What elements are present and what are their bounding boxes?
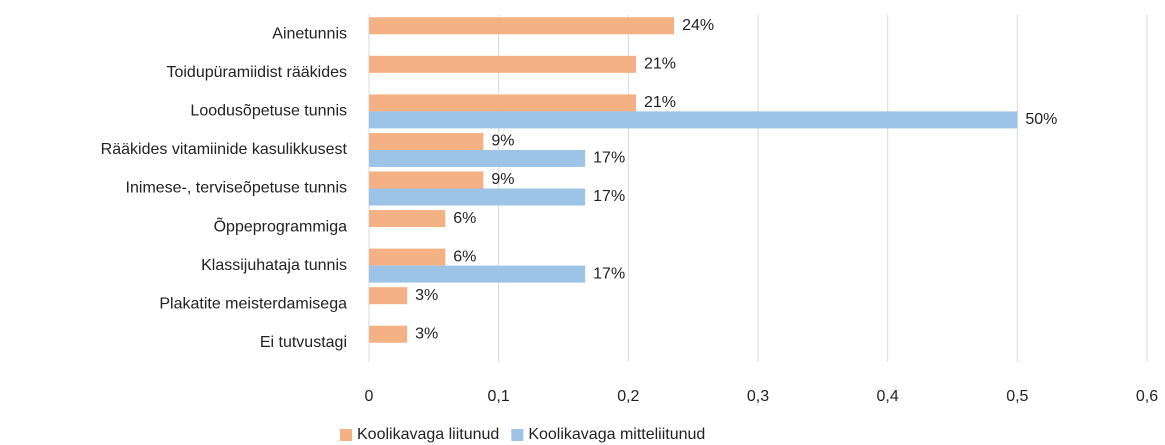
value-label: 3% (415, 287, 438, 304)
x-tick-label: 0,6 (1136, 388, 1158, 405)
bar (369, 265, 586, 283)
bar (369, 132, 484, 150)
value-label: 17% (593, 188, 625, 205)
value-label: 6% (453, 248, 476, 265)
legend-swatch (340, 429, 352, 441)
value-label: 9% (491, 171, 514, 188)
y-tick-label: Ainetunnis (272, 25, 347, 42)
legend-label: Koolikavaga mitteliitunud (528, 426, 705, 443)
bar (369, 149, 586, 167)
y-tick-label: Klassijuhataja tunnis (201, 257, 347, 274)
value-label: 21% (644, 56, 676, 73)
y-tick-label: Toidupüramiidist rääkides (166, 64, 347, 81)
y-tick-label: Plakatite meisterdamisega (159, 295, 347, 312)
value-label: 24% (682, 17, 714, 34)
bar (369, 248, 446, 266)
bar (369, 188, 586, 206)
legend-swatch (511, 429, 524, 441)
bar (369, 287, 408, 305)
value-label: 50% (1025, 111, 1057, 128)
value-label: 17% (593, 150, 625, 167)
x-tick-label: 0,3 (747, 388, 769, 405)
y-tick-label: Rääkides vitamiinide kasulikkusest (101, 141, 348, 158)
bar (369, 94, 636, 112)
value-label: 17% (593, 265, 625, 282)
y-tick-label: Ei tutvustagi (260, 334, 347, 351)
value-label: 6% (453, 210, 476, 227)
bar (369, 17, 675, 35)
y-tick-label: Õppeprogrammiga (214, 215, 348, 235)
bar (369, 210, 446, 228)
x-tick-label: 0 (365, 388, 374, 405)
legend-label: Koolikavaga liitunud (357, 426, 499, 443)
y-tick-label: Loodusõpetuse tunnis (190, 103, 347, 120)
bar (369, 55, 636, 73)
bar (369, 171, 484, 189)
x-tick-label: 0,1 (488, 388, 510, 405)
value-label: 9% (491, 133, 514, 150)
bar (369, 111, 1018, 129)
x-tick-label: 0,5 (1006, 388, 1028, 405)
y-tick-label: Inimese-, terviseõpetuse tunnis (126, 180, 347, 197)
value-label: 21% (644, 94, 676, 111)
bar (369, 325, 408, 343)
x-tick-label: 0,4 (877, 388, 899, 405)
x-tick-label: 0,2 (617, 388, 639, 405)
value-label: 3% (415, 325, 438, 342)
